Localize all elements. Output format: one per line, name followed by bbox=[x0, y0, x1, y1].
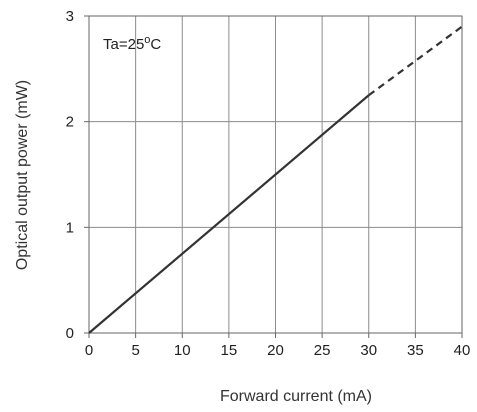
x-axis-title: Forward current (mA) bbox=[220, 388, 372, 405]
x-tick-label: 20 bbox=[267, 342, 284, 359]
x-tick-label: 40 bbox=[454, 342, 471, 359]
x-axis-ticks: 0 5 10 15 20 25 30 35 40 bbox=[85, 333, 471, 359]
y-tick-label: 1 bbox=[66, 219, 74, 236]
y-tick-label: 3 bbox=[66, 8, 74, 25]
y-axis-ticks: 0 1 2 3 bbox=[66, 8, 89, 342]
y-axis-title: Optical output power (mW) bbox=[14, 80, 31, 270]
x-tick-label: 10 bbox=[174, 342, 191, 359]
annotation-superscript: o bbox=[144, 34, 150, 46]
temperature-annotation: Ta=25oC bbox=[103, 34, 161, 53]
x-tick-label: 15 bbox=[221, 342, 238, 359]
x-tick-label: 30 bbox=[360, 342, 377, 359]
x-tick-label: 0 bbox=[85, 342, 93, 359]
annotation-suffix: C bbox=[150, 36, 161, 53]
x-tick-label: 25 bbox=[314, 342, 331, 359]
annotation-prefix: Ta=25 bbox=[103, 36, 144, 53]
x-tick-label: 5 bbox=[131, 342, 139, 359]
y-tick-label: 0 bbox=[66, 325, 74, 342]
y-tick-label: 2 bbox=[66, 114, 74, 131]
series-line-solid bbox=[88, 94, 370, 334]
x-tick-label: 35 bbox=[407, 342, 424, 359]
series-group bbox=[88, 25, 463, 334]
series-line-dashed bbox=[368, 25, 463, 97]
